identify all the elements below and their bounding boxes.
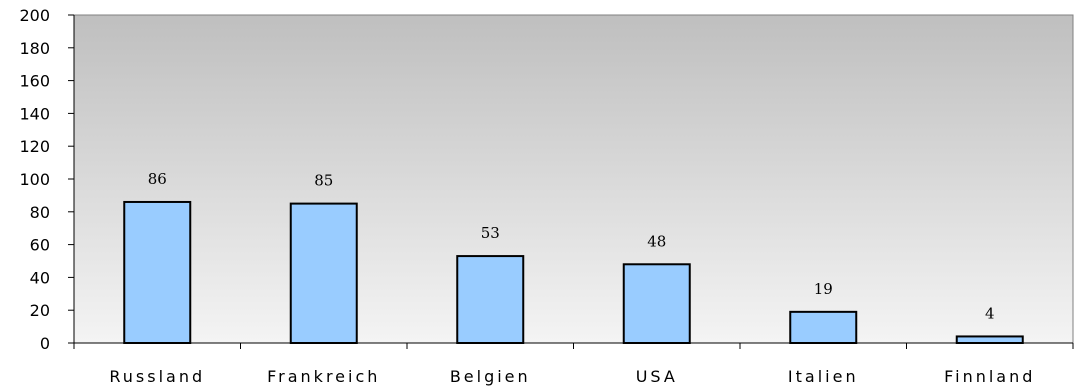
bars (123, 200, 1024, 345)
y-tick-label: 160 (19, 72, 50, 91)
bar (456, 255, 525, 344)
data-label: 48 (647, 232, 666, 250)
y-tick-label: 80 (30, 203, 50, 222)
y-tick-label: 100 (19, 170, 50, 189)
x-category-label: Italien (788, 367, 859, 386)
x-category-label: Russland (109, 367, 205, 386)
x-category-label: USA (636, 367, 678, 386)
x-category-label: Finnland (944, 367, 1035, 386)
data-label: 85 (314, 172, 333, 190)
y-tick-label: 0 (40, 334, 50, 353)
y-tick-label: 40 (30, 268, 50, 287)
data-labels: 86 85 53 48 19 4 (148, 170, 995, 322)
x-axis: Russland Frankreich Belgien USA Italien Finnl… (73, 342, 1074, 386)
bar (289, 202, 358, 344)
plot-area (73, 14, 1074, 344)
data-label: 4 (985, 304, 995, 322)
bar (955, 335, 1024, 345)
y-tick-label: 140 (19, 104, 50, 123)
data-label: 86 (148, 170, 167, 188)
y-tick-label: 200 (19, 6, 50, 25)
bar (622, 263, 691, 344)
y-tick-label: 60 (30, 236, 50, 255)
data-label: 53 (481, 224, 500, 242)
bar (789, 310, 858, 344)
y-tick-label: 20 (30, 301, 50, 320)
data-label: 19 (814, 280, 833, 298)
y-tick-label: 180 (19, 39, 50, 58)
x-category-label: Belgien (450, 367, 531, 386)
bar (123, 200, 192, 344)
y-axis: 0 20 40 60 80 100 120 140 160 180 200 (19, 6, 75, 353)
x-category-label: Frankreich (267, 367, 380, 386)
y-tick-label: 120 (19, 137, 50, 156)
